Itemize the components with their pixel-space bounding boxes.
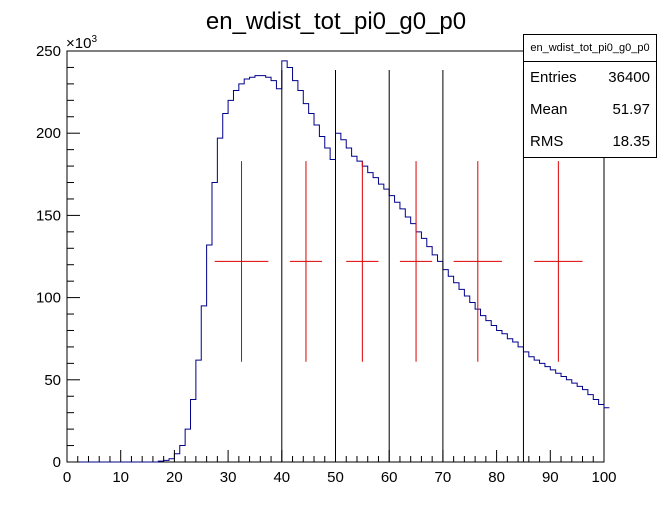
entries-label: Entries [530, 69, 577, 86]
y-tick-label: 200 [36, 125, 61, 142]
stats-box: en_wdist_tot_pi0_g0_p0 Entries 36400 Mea… [523, 34, 657, 158]
error-marker-6 [534, 161, 583, 362]
y-multiplier-base: ×10 [66, 35, 91, 52]
error-marker-1 [214, 161, 269, 362]
x-tick-label: 50 [327, 469, 344, 486]
x-tick-label: 80 [488, 469, 505, 486]
y-axis-ticks: 0 50 100 150 200 250 [36, 43, 80, 471]
mean-label: Mean [530, 101, 568, 118]
error-marker-3 [346, 161, 379, 362]
x-tick-label: 10 [112, 469, 129, 486]
x-tick-label: 20 [166, 469, 183, 486]
rms-label: RMS [530, 133, 564, 150]
x-tick-label: 90 [542, 469, 559, 486]
x-tick-label: 40 [273, 469, 290, 486]
error-marker-5 [453, 161, 502, 362]
rms-value: 18.35 [612, 133, 650, 150]
error-marker-4 [399, 161, 433, 362]
error-marker-2 [289, 161, 323, 362]
x-tick-label: 0 [63, 469, 71, 486]
error-markers [214, 161, 583, 362]
chart-title: en_wdist_tot_pi0_g0_p0 [205, 8, 467, 35]
y-multiplier-exponent: 3 [91, 34, 97, 45]
x-tick-label: 100 [591, 469, 616, 486]
stat-row-rms: RMS 18.35 [524, 126, 656, 156]
y-axis-multiplier: ×103 [66, 34, 97, 52]
vertical-lines [281, 70, 524, 462]
x-tick-label: 70 [435, 469, 452, 486]
mean-value: 51.97 [612, 101, 650, 118]
y-tick-label: 0 [53, 454, 61, 471]
y-tick-label: 250 [36, 43, 61, 60]
stats-title: en_wdist_tot_pi0_g0_p0 [524, 35, 656, 62]
entries-value: 36400 [608, 69, 650, 86]
stat-row-mean: Mean 51.97 [524, 94, 656, 124]
y-tick-label: 100 [36, 290, 61, 307]
stat-row-entries: Entries 36400 [524, 62, 656, 92]
x-axis-ticks: 0 10 20 30 40 50 60 70 80 90 100 [63, 450, 617, 486]
x-tick-label: 60 [381, 469, 398, 486]
y-tick-label: 150 [36, 207, 61, 224]
x-tick-label: 30 [220, 469, 237, 486]
y-tick-label: 50 [44, 372, 61, 389]
